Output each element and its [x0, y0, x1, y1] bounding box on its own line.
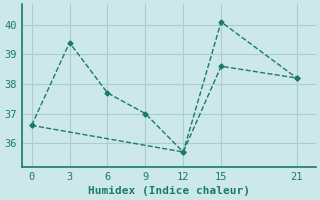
X-axis label: Humidex (Indice chaleur): Humidex (Indice chaleur) — [88, 186, 250, 196]
